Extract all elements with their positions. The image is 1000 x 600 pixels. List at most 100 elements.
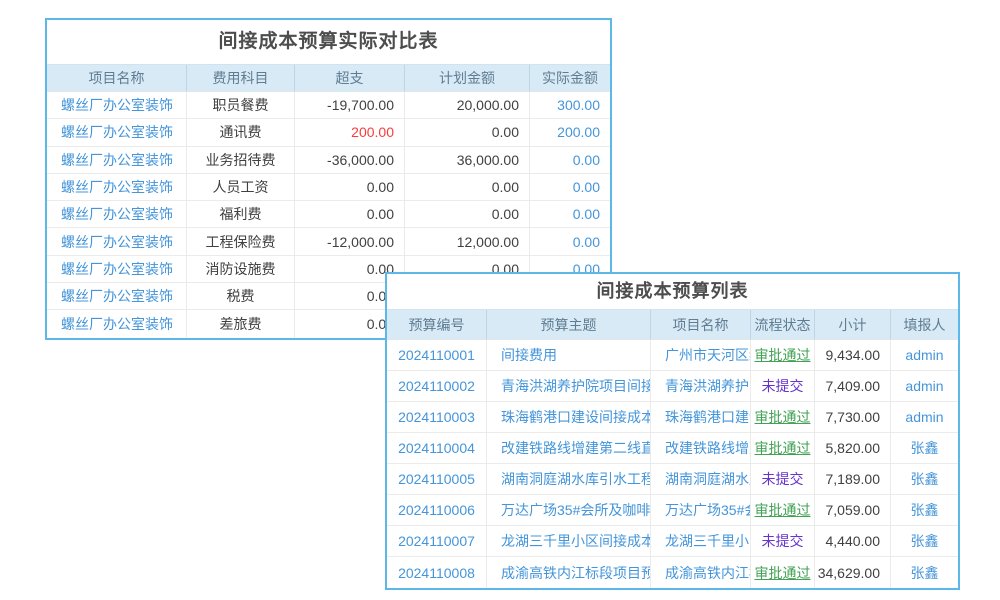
cell-subtotal: 7,059.00 [815,495,891,525]
cell-project-name[interactable]: 广州市天河区统... [651,340,751,370]
cell-flow-status[interactable]: 审批通过 [751,433,815,463]
cell-overspend: -36,000.00 [295,146,405,173]
cell-project-name[interactable]: 珠海鹤港口建设 [651,402,751,432]
table-row: 螺丝厂办公室装饰 工程保险费 -12,000.00 12,000.00 0.00 [47,228,610,256]
col-header-planned-amount: 计划金额 [405,65,530,91]
col-header-flow-status: 流程状态 [751,310,815,339]
cell-actual-amount[interactable]: 0.00 [572,179,600,196]
col-header-budget-subject: 预算主题 [487,310,651,339]
budget-list-title: 间接成本预算列表 [596,281,749,301]
cell-project-name[interactable]: 青海洪湖养护院... [651,371,751,401]
table-row: 2024110006万达广场35#会所及咖啡...万达广场35#会...审批通过… [387,495,958,526]
table-row: 2024110003珠海鹤港口建设间接成本...珠海鹤港口建设审批通过7,730… [387,402,958,433]
cell-budget-no[interactable]: 2024110003 [387,402,487,432]
cell-expense-item: 福利费 [187,201,295,228]
cell-budget-subject[interactable]: 万达广场35#会所及咖啡... [487,495,651,525]
comparison-table-title: 间接成本预算实际对比表 [218,31,439,52]
cell-budget-subject[interactable]: 成渝高铁内江标段项目预... [487,557,651,588]
cell-overspend: -19,700.00 [295,92,405,119]
cell-actual-amount[interactable]: 200.00 [557,124,600,141]
cell-actual-amount[interactable]: 0.00 [572,151,600,168]
cell-flow-status[interactable]: 审批通过 [751,495,815,525]
cell-flow-status[interactable]: 审批通过 [751,340,815,370]
cell-actual-amount[interactable]: 300.00 [557,97,600,114]
table-row: 2024110007龙湖三千里小区间接成本...龙湖三千里小区未提交4,440.… [387,526,958,557]
table-row: 螺丝厂办公室装饰 福利费 0.00 0.00 0.00 [47,201,610,229]
table-row: 螺丝厂办公室装饰 人员工资 0.00 0.00 0.00 [47,173,610,202]
cell-project-name[interactable]: 湖南洞庭湖水库... [651,464,751,494]
cell-reporter[interactable]: admin [905,409,944,425]
cell-reporter[interactable]: 张鑫 [910,564,939,581]
cell-expense-item: 业务招待费 [187,146,295,173]
table-row: 2024110005湖南洞庭湖水库引水工程...湖南洞庭湖水库...未提交7,1… [387,464,958,495]
col-header-reporter: 填报人 [903,316,946,333]
cell-project-name[interactable]: 成渝高铁内江标... [651,557,751,588]
cell-subtotal: 7,189.00 [815,464,891,494]
cell-budget-no[interactable]: 2024110007 [387,526,487,556]
cell-expense-item: 职员餐费 [187,92,295,119]
cell-subtotal: 34,629.00 [815,557,891,588]
cell-flow-status: 未提交 [751,371,815,401]
cell-budget-no[interactable]: 2024110001 [387,340,487,370]
cell-reporter[interactable]: 张鑫 [910,471,939,487]
table-row: 螺丝厂办公室装饰 通讯费 200.00 0.00 200.00 [47,119,610,147]
cell-subtotal: 7,730.00 [815,402,891,432]
cell-project-name[interactable]: 螺丝厂办公室装饰 [47,92,187,119]
cell-planned-amount: 20,000.00 [405,92,530,119]
cell-subtotal: 4,440.00 [815,526,891,556]
cell-flow-status[interactable]: 审批通过 [751,402,815,432]
cell-actual-amount[interactable]: 0.00 [572,206,600,223]
table-row: 螺丝厂办公室装饰 差旅费 0.00 [47,310,610,338]
cell-overspend: 0.00 [295,201,405,228]
cell-project-name[interactable]: 螺丝厂办公室装饰 [47,310,187,338]
cell-budget-no[interactable]: 2024110006 [387,495,487,525]
cell-project-name[interactable]: 万达广场35#会... [651,495,751,525]
cell-expense-item: 工程保险费 [187,228,295,255]
cell-budget-no[interactable]: 2024110008 [387,557,487,588]
cell-budget-no[interactable]: 2024110004 [387,433,487,463]
cell-project-name[interactable]: 螺丝厂办公室装饰 [47,228,187,255]
cell-expense-item: 税费 [187,283,295,310]
budget-list-header-row: 预算编号 预算主题 项目名称 流程状态 小计 填报人 [387,309,958,340]
cell-reporter[interactable]: admin [905,347,944,363]
cell-project-name[interactable]: 螺丝厂办公室装饰 [47,119,187,146]
cell-project-name[interactable]: 螺丝厂办公室装饰 [47,201,187,228]
cell-flow-status: 未提交 [751,526,815,556]
col-header-expense-item: 费用科目 [187,65,295,91]
cell-subtotal: 7,409.00 [815,371,891,401]
cell-planned-amount: 0.00 [405,173,530,201]
cell-subtotal: 5,820.00 [815,433,891,463]
budget-list-panel: 间接成本预算列表 预算编号 预算主题 项目名称 流程状态 小计 填报人 202411000… [385,272,960,590]
cell-flow-status: 未提交 [751,464,815,494]
cell-flow-status[interactable]: 审批通过 [751,557,815,588]
col-header-actual-amount: 实际金额 [542,70,598,86]
cell-budget-no[interactable]: 2024110002 [387,371,487,401]
cell-actual-amount[interactable]: 0.00 [572,233,600,250]
cell-reporter[interactable]: 张鑫 [910,533,939,549]
cell-budget-no[interactable]: 2024110005 [387,464,487,494]
cell-project-name[interactable]: 螺丝厂办公室装饰 [47,146,187,173]
cell-budget-subject[interactable]: 青海洪湖养护院项目间接... [487,371,651,401]
budget-list-table: 预算编号 预算主题 项目名称 流程状态 小计 填报人 2024110001 间接费用 广州市天… [387,309,958,588]
cell-budget-subject[interactable]: 改建铁路线增建第二线直... [487,433,651,463]
cell-expense-item: 通讯费 [187,119,295,146]
cell-project-name[interactable]: 改建铁路线增建... [651,433,751,463]
cell-budget-subject[interactable]: 珠海鹤港口建设间接成本... [487,402,651,432]
cell-budget-subject[interactable]: 间接费用 [487,340,651,370]
cell-reporter[interactable]: admin [905,378,944,394]
comparison-table: 项目名称 费用科目 超支 计划金额 实际金额 螺丝厂办公室装饰 职员餐费 -19,700.0… [47,64,610,338]
comparison-table-body: 螺丝厂办公室装饰 职员餐费 -19,700.00 20,000.00 300.00 螺丝厂… [47,92,610,338]
cell-project-name[interactable]: 螺丝厂办公室装饰 [47,255,187,283]
cell-project-name[interactable]: 螺丝厂办公室装饰 [47,283,187,310]
cell-project-name[interactable]: 螺丝厂办公室装饰 [47,173,187,201]
cell-reporter[interactable]: 张鑫 [910,440,939,456]
cell-budget-subject[interactable]: 龙湖三千里小区间接成本... [487,526,651,556]
cell-reporter[interactable]: 张鑫 [910,502,939,518]
cell-project-name[interactable]: 龙湖三千里小区 [651,526,751,556]
cell-budget-subject[interactable]: 湖南洞庭湖水库引水工程... [487,464,651,494]
cell-expense-item: 人员工资 [187,173,295,201]
cell-overspend: 0.00 [295,173,405,201]
col-header-project-name: 项目名称 [651,310,751,339]
col-header-overspend: 超支 [295,65,405,91]
